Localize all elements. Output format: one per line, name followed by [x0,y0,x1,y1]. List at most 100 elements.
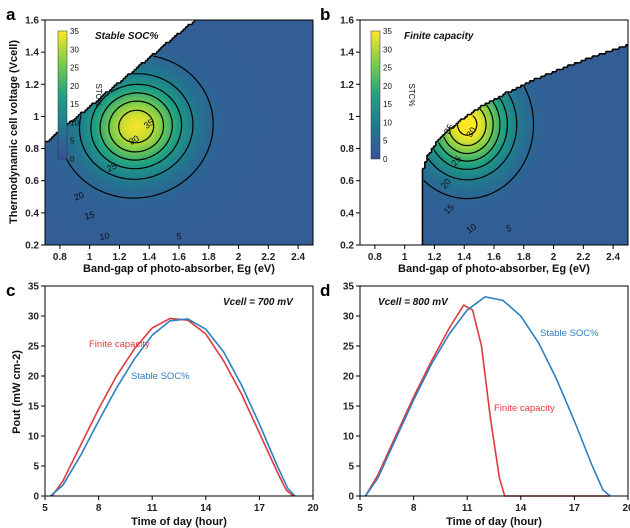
plot-frame-c [44,285,314,497]
x-tick-label: 1.8 [202,252,216,263]
y-tick-label: 30 [343,312,355,323]
contour-label: 25 [105,161,118,174]
contour-15 [433,97,508,170]
x-tick-label: 14 [515,503,527,514]
ticks-a: 0.8 1 1.2 1.4 1.6 1.8 2 2.2 2.40.20.40.60.811.21… [25,16,305,264]
y-tick-label: 25 [343,342,355,353]
contour-15 [90,83,183,170]
y-tick-label: 1.2 [340,80,354,91]
region-boundary [421,44,629,246]
y-tick-label: 0 [348,492,354,503]
colorbar-a-bar [57,30,68,160]
series-label-c-stable: Stable SOC% [131,371,190,382]
annotation-c: Vcell = 700 mV [223,297,294,308]
y-tick-label: 1.4 [25,48,39,59]
y-tick-label: 1.2 [25,80,39,91]
y-tick-label: 1.6 [340,16,354,27]
contours-a: 5 10 15 20 25 30 35 [45,20,214,243]
colorbar-tick-label: 5 [70,137,75,146]
series-line-finite [364,304,611,497]
contour-label: 20 [73,190,86,203]
contour-30 [448,108,487,147]
colorbar-tick-label: 25 [70,64,79,73]
y-axis-label-a: Thermodynamic cell voltage (Vcell) [8,40,20,224]
y-tick-label: 35 [28,282,40,293]
contour-label: 10 [99,231,111,243]
x-tick-label: 2 [551,252,557,263]
y-tick-label: 25 [28,342,40,353]
y-tick-label: 10 [28,432,40,443]
x-tick-label: 1 [402,252,408,263]
plot-frame-d [359,285,629,497]
x-tick-label: 1.6 [487,252,501,263]
y-tick-label: 1 [348,112,354,123]
series-line-stable [364,295,611,497]
y-tick-label: 1 [33,112,39,123]
contour-label: 20 [439,176,453,190]
colorbar-tick-label: 5 [383,137,388,146]
colorbar-tick-label: 15 [70,100,79,109]
colorbar-tick-label: 30 [383,45,392,54]
colorbar-tick-label: 30 [70,45,79,54]
y-tick-label: 0.6 [25,176,39,187]
x-tick-label: 8 [96,503,102,514]
y-tick-label: 15 [343,402,355,413]
y-tick-label: 0.2 [25,241,39,252]
contour-25 [443,104,494,155]
x-tick-label: 2.4 [291,252,305,263]
y-tick-label: 0.8 [340,144,354,155]
colorbar-tick-label: 25 [383,64,392,73]
colorbar-tick-label: 15 [383,100,392,109]
y-tick-label: 10 [343,432,355,443]
x-tick-label: 0.8 [53,252,67,263]
series-label-d-stable: Stable SOC% [540,328,599,339]
colorbar-tick-label: 10 [383,118,392,127]
y-tick-label: 0.6 [340,176,354,187]
contour-label: 35 [142,117,156,131]
x-tick-label: 2 [236,252,242,263]
ticks-b: 0.8 1 1.2 1.4 1.6 1.8 2 2.2 2.4 0.2 0.4 0.6 0.8 1 1.2 1… [340,16,620,264]
panel-label-a: a [6,5,16,24]
colorbar-b: 0 5 10 15 20 25 30 35 STC% [370,27,416,164]
colorbar-a: 0 5 10 15 20 25 30 35 STC% [57,27,103,164]
heatmap-a-raster [45,20,313,245]
y-tick-label: 35 [343,282,355,293]
panel-title-b: Finite capacity [404,31,474,42]
x-tick-label: 5 [42,503,48,514]
y-tick-label: 5 [33,462,39,473]
colorbar-tick-label: 35 [70,27,79,36]
y-tick-label: 15 [28,402,40,413]
x-tick-label: 2.2 [576,252,590,263]
panel-label-c: c [6,281,15,300]
x-axis-label-c: Time of day (hour) [131,516,227,528]
x-axis-label-a: Band-gap of photo-absorber, Eg (eV) [83,263,275,275]
contour-25 [108,100,165,153]
colorbar-tick-label: 20 [383,82,392,91]
x-tick-label: 1.6 [172,252,186,263]
x-tick-label: 1.8 [517,252,531,263]
x-tick-label: 2.4 [606,252,620,263]
contours-b: 5 10 15 20 25 30 35 [421,44,629,246]
contour-35 [456,115,478,136]
y-tick-label: 0.4 [340,208,354,219]
contour-label: 5 [505,223,512,234]
x-tick-label: 20 [307,503,319,514]
x-tick-label: 0.8 [368,252,382,263]
contour-20 [438,101,501,162]
x-tick-label: 8 [411,503,417,514]
colorbar-tick-label: 0 [383,155,388,164]
contour-label: 15 [442,202,456,216]
x-tick-label: 20 [622,503,630,514]
contour-label: 25 [449,154,463,168]
x-tick-label: 5 [357,503,363,514]
panel-label-b: b [320,5,330,24]
series-line-stable [49,318,296,497]
x-tick-label: 11 [147,503,158,514]
colorbar-b-ticks: 0 5 10 15 20 25 30 35 [383,27,392,164]
y-tick-label: 0 [33,492,39,503]
annotation-d: Vcell = 800 mV [378,297,449,308]
y-tick-label: 0.4 [25,208,39,219]
colorbar-tick-label: 0 [70,155,75,164]
